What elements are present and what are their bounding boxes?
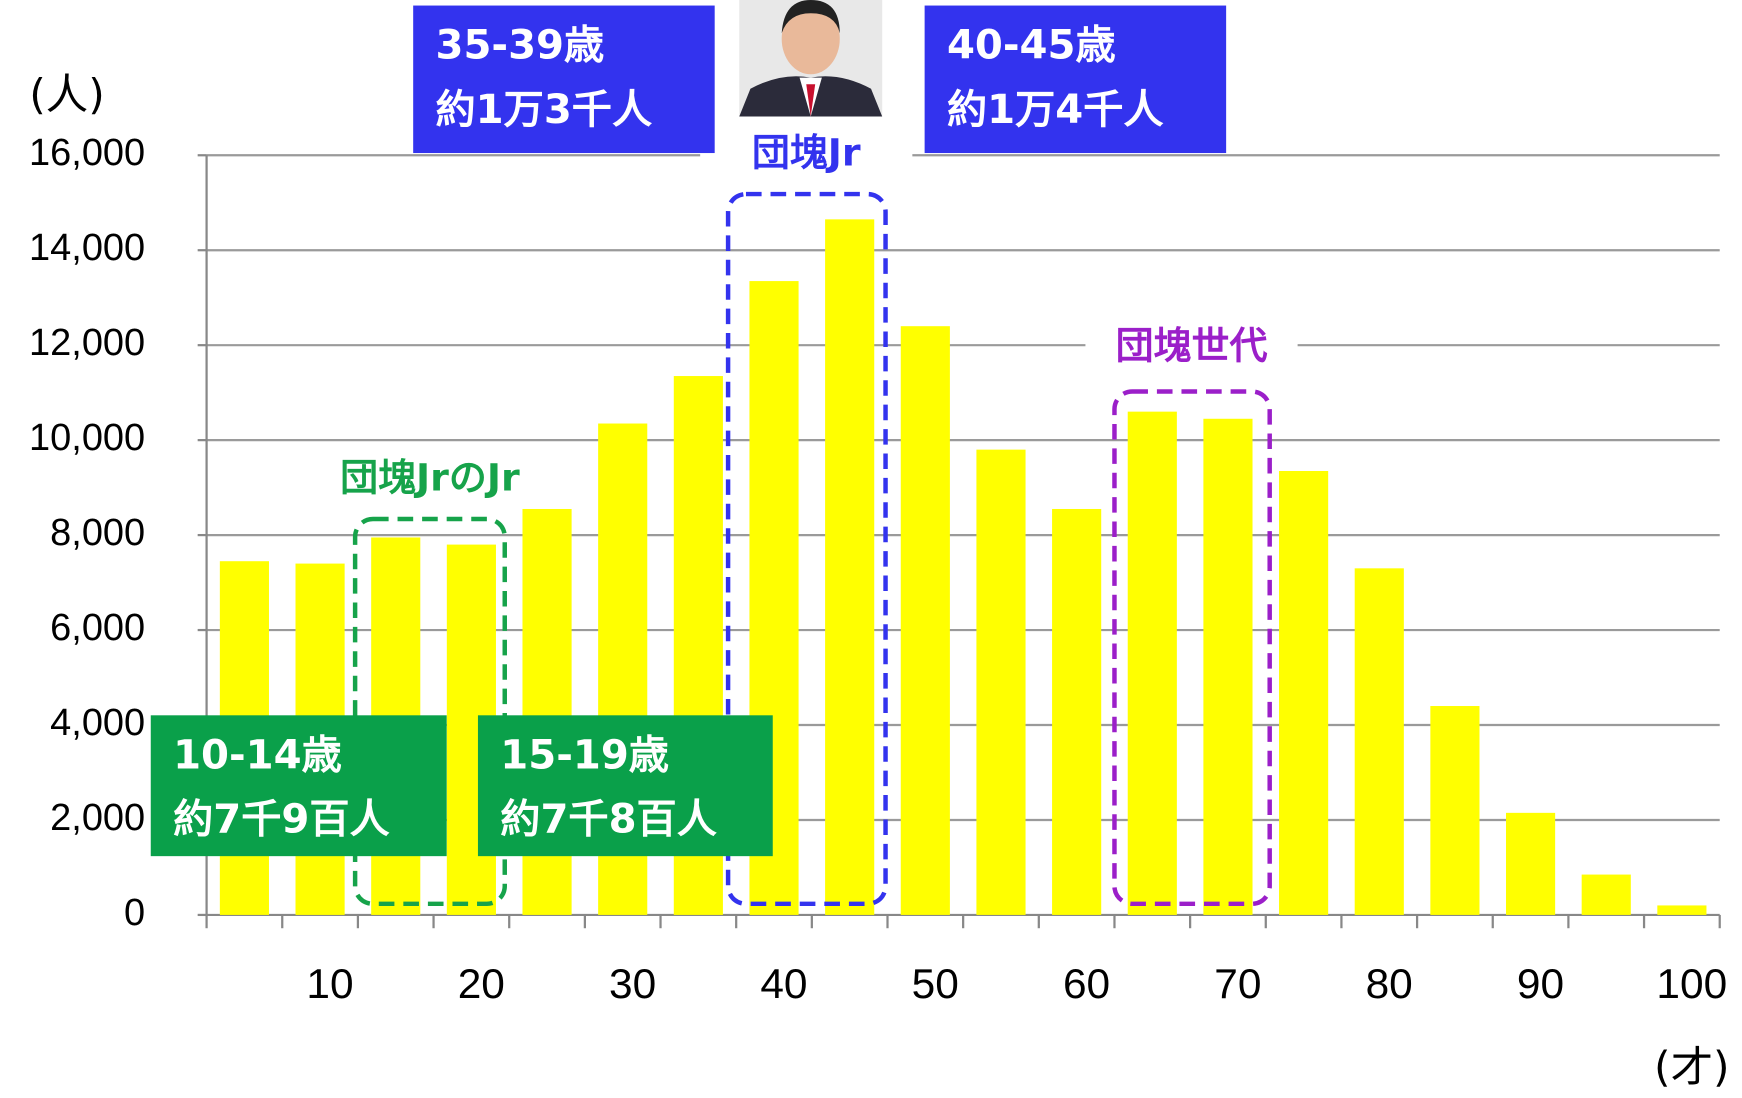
bar bbox=[825, 219, 874, 915]
bar bbox=[1582, 875, 1631, 915]
group-label: 団塊世代 bbox=[1116, 324, 1268, 368]
photo bbox=[739, 0, 882, 116]
bar bbox=[1355, 568, 1404, 915]
x-tick-label: 30 bbox=[609, 960, 656, 1007]
y-axis-title: (人) bbox=[29, 70, 105, 119]
bar bbox=[1657, 905, 1706, 914]
x-axis-title: (才) bbox=[1654, 1043, 1730, 1092]
callout-text: 15-19歳 bbox=[500, 733, 669, 779]
x-tick-label: 60 bbox=[1063, 960, 1110, 1007]
y-tick-label: 16,000 bbox=[29, 132, 145, 174]
group-label: 団塊Jr bbox=[752, 131, 861, 175]
chart: 0 2,000 4,000 6,000 8,000 10,000 12,000 14,000 1… bbox=[0, 0, 1742, 1098]
y-tick-label: 2,000 bbox=[50, 797, 145, 839]
chart-body: 0 2,000 4,000 6,000 8,000 10,000 12,000 14,000 1… bbox=[29, 0, 1729, 1092]
x-tick-label: 50 bbox=[912, 960, 959, 1007]
x-tick-label: 10 bbox=[306, 960, 353, 1007]
y-tick-label: 6,000 bbox=[50, 607, 145, 649]
y-tick-label: 0 bbox=[124, 892, 145, 934]
x-tick-label: 40 bbox=[760, 960, 807, 1007]
callout-text: 40-45歳 bbox=[947, 23, 1116, 69]
callout-text: 約1万4千人 bbox=[947, 87, 1164, 133]
bar bbox=[976, 450, 1025, 915]
bar bbox=[1279, 471, 1328, 915]
bar bbox=[1430, 706, 1479, 915]
callout-text: 10-14歳 bbox=[173, 733, 342, 779]
y-tick-label: 14,000 bbox=[29, 227, 145, 269]
bar bbox=[1203, 419, 1252, 915]
x-tick-label: 70 bbox=[1214, 960, 1261, 1007]
callout-text: 約7千9百人 bbox=[173, 797, 390, 843]
y-tick-label: 8,000 bbox=[50, 512, 145, 554]
x-tick-label: 20 bbox=[458, 960, 505, 1007]
y-tick-label: 10,000 bbox=[29, 417, 145, 459]
callout-text: 35-39歳 bbox=[436, 23, 605, 69]
x-tick-label: 80 bbox=[1366, 960, 1413, 1007]
group-label: 団塊JrのJr bbox=[340, 456, 520, 500]
callout-text: 約7千8百人 bbox=[500, 797, 717, 843]
bar bbox=[901, 326, 950, 915]
bar bbox=[1506, 813, 1555, 915]
y-tick-label: 4,000 bbox=[50, 702, 145, 744]
bar bbox=[1052, 509, 1101, 915]
x-tick-label: 100 bbox=[1656, 960, 1727, 1007]
x-tick-label: 90 bbox=[1517, 960, 1564, 1007]
bar bbox=[1128, 412, 1177, 915]
y-tick-label: 12,000 bbox=[29, 322, 145, 364]
callout-text: 約1万3千人 bbox=[436, 87, 653, 133]
